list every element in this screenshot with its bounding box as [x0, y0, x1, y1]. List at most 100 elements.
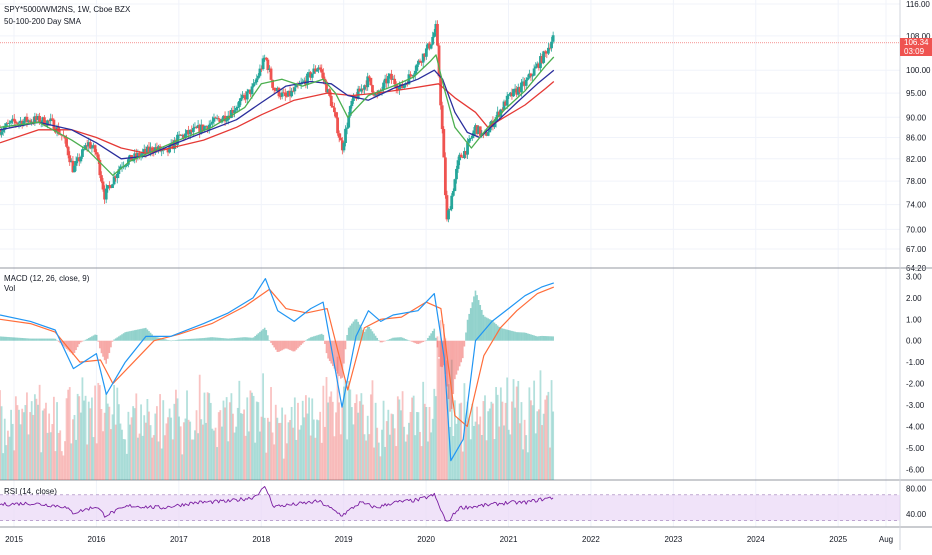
macd-histogram-bar — [255, 334, 258, 341]
volume-bar — [170, 417, 173, 480]
macd-histogram-bar — [165, 339, 168, 341]
volume-bar — [550, 380, 553, 480]
candle-body — [239, 98, 243, 102]
volume-bar — [192, 439, 195, 480]
sma-legend[interactable]: 50-100-200 Day SMA — [4, 17, 81, 26]
macd-histogram-bar — [43, 338, 46, 341]
volume-bar — [211, 428, 214, 480]
volume-bar — [533, 380, 536, 480]
macd-histogram-bar — [121, 334, 123, 341]
candle-body — [171, 142, 175, 150]
candle-body — [136, 153, 140, 158]
macd-histogram-bar — [500, 328, 502, 341]
volume-bar — [278, 423, 280, 480]
rsi-band — [0, 494, 900, 521]
macd-histogram-bar — [385, 340, 388, 341]
macd-histogram-bar — [265, 330, 268, 341]
candle-body — [134, 153, 138, 158]
macd-histogram-bar — [412, 340, 415, 343]
volume-bar — [480, 434, 483, 480]
macd-histogram-bar — [53, 338, 55, 341]
macd-histogram-bar — [168, 340, 171, 341]
rsi-legend[interactable]: RSI (14, close) — [4, 487, 57, 496]
volume-bar — [271, 432, 274, 480]
volume-bar — [415, 412, 418, 480]
macd-histogram-bar — [187, 339, 190, 341]
candle-body — [35, 116, 38, 120]
macd-histogram-bar — [209, 337, 212, 341]
macd-histogram-bar — [549, 336, 551, 341]
macd-histogram-bar — [526, 333, 529, 341]
macd-histogram-bar — [62, 340, 65, 347]
volume-bar — [290, 406, 293, 480]
macd-tick-label: -2.00 — [906, 380, 925, 389]
macd-histogram-bar — [346, 335, 348, 341]
macd-histogram-bar — [125, 331, 128, 341]
macd-histogram-bar — [227, 338, 230, 341]
volume-bar — [526, 452, 529, 480]
candle-body — [174, 140, 178, 145]
volume-bar — [363, 434, 366, 480]
volume-bar — [404, 441, 407, 480]
volume-bar — [52, 396, 55, 480]
candle-body — [363, 85, 366, 90]
volume-bar — [40, 452, 43, 480]
macd-histogram-bar — [84, 339, 87, 341]
macd-histogram-bar — [154, 336, 157, 341]
candle-body — [255, 78, 259, 83]
candle-body — [535, 63, 539, 67]
macd-histogram-bar — [37, 338, 39, 341]
candle-body — [199, 124, 203, 134]
volume-bar — [46, 432, 49, 480]
volume-bar — [522, 449, 524, 480]
volume-bar — [458, 403, 461, 480]
candle-body — [451, 191, 455, 196]
macd-histogram-bar — [309, 337, 312, 341]
candle-body — [190, 129, 194, 133]
macd-histogram-bar — [21, 337, 23, 341]
candle-body — [318, 67, 322, 70]
volume-legend[interactable]: Vol — [4, 284, 16, 293]
volume-bar — [303, 417, 306, 480]
volume-bar — [350, 407, 353, 480]
macd-histogram-bar — [171, 340, 174, 341]
candle-body — [398, 86, 401, 90]
volume-bar — [7, 430, 9, 480]
volume-bar — [436, 336, 439, 480]
volume-bar — [92, 437, 95, 480]
volume-bar — [266, 417, 269, 480]
macd-histogram-bar — [422, 340, 424, 342]
volume-bar — [0, 390, 1, 480]
volume-bar — [214, 427, 217, 480]
candle-body — [523, 81, 527, 86]
macd-histogram-bar — [286, 340, 288, 349]
volume-bar — [304, 395, 307, 480]
candle-body — [512, 89, 515, 97]
volume-bar — [442, 323, 445, 480]
volume-bar — [530, 400, 532, 480]
candle-body — [28, 120, 32, 123]
volume-bar — [232, 413, 234, 480]
candle-body — [234, 108, 238, 111]
macd-histogram-bar — [425, 340, 428, 341]
volume-bar — [268, 421, 271, 480]
volume-bar — [414, 435, 417, 480]
macd-histogram-bar — [523, 332, 526, 341]
macd-histogram-bar — [152, 336, 155, 341]
candle-body — [82, 149, 86, 150]
macd-histogram-bar — [455, 340, 458, 375]
macd-histogram-bar — [11, 337, 14, 341]
macd-histogram-bar — [322, 334, 325, 341]
candle-body — [252, 83, 255, 87]
macd-histogram-bar — [73, 340, 76, 354]
macd-histogram-bar — [103, 340, 106, 361]
volume-bar — [235, 426, 238, 480]
macd-histogram-bar — [423, 340, 426, 342]
macd-histogram-bar — [122, 333, 125, 341]
macd-legend[interactable]: MACD (12, 26, close, 9) — [4, 274, 90, 283]
volume-bar — [198, 374, 201, 480]
candle-body — [84, 145, 87, 150]
volume-bar — [377, 442, 380, 480]
